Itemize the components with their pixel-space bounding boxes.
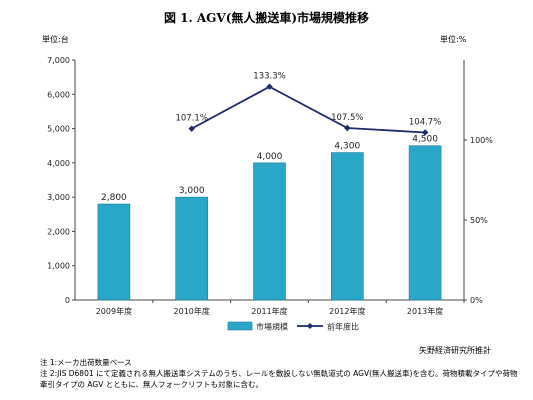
y-right-tick-label: 50% [470, 216, 488, 225]
y-left-tick-label: 3,000 [47, 193, 70, 202]
note-2: 注 2:JIS D6801 にて定義される無人搬送車システムのうち、レールを敷設… [40, 369, 518, 389]
y-right-tick-label: 0% [470, 296, 483, 305]
growth-value-label: 133.3% [253, 72, 285, 82]
y-left-tick-label: 4,000 [47, 159, 70, 168]
x-tick-label: 2009年度 [96, 306, 132, 316]
legend-line-label: 前年度比 [327, 322, 359, 332]
unit-right-label: 単位:% [440, 35, 467, 44]
bar-value-label: 3,000 [179, 186, 205, 196]
x-tick-label: 2013年度 [407, 306, 443, 316]
growth-value-label: 107.5% [331, 113, 363, 123]
bar-value-label: 4,500 [412, 135, 438, 145]
x-tick-label: 2011年度 [251, 306, 287, 316]
bar-value-label: 4,300 [334, 142, 360, 152]
y-right-tick-label: 100% [470, 136, 493, 145]
growth-value-label: 107.1% [175, 114, 207, 124]
x-tick-label: 2012年度 [329, 306, 365, 316]
y-left-tick-label: 6,000 [47, 90, 70, 99]
growth-point [421, 129, 429, 136]
y-left-tick-label: 2,000 [47, 227, 70, 236]
y-left-tick-label: 0 [65, 296, 70, 305]
growth-point [266, 83, 273, 90]
growth-point [344, 124, 351, 132]
x-tick-label: 2010年度 [174, 306, 210, 316]
growth-point [188, 125, 195, 132]
chart-title: 図 1. AGV(無人搬送車)市場規模推移 [163, 11, 370, 25]
bar-4 [330, 152, 364, 301]
bar-value-label: 4,000 [257, 152, 283, 162]
y-left-tick-label: 5,000 [47, 125, 70, 134]
bar-2 [175, 196, 208, 301]
y-left-tick-label: 7,000 [47, 56, 70, 65]
bar-3 [253, 162, 286, 301]
legend-bar-swatch [227, 321, 253, 331]
bar-5 [408, 145, 442, 301]
bar-value-label: 2,800 [101, 193, 127, 203]
growth-line [191, 85, 426, 134]
bar-1 [97, 203, 131, 301]
growth-value-label: 104.7% [409, 117, 441, 127]
legend-bar-label: 市場規模 [256, 322, 288, 332]
note-1: 注 1:メーカ出荷数量ベース [40, 358, 132, 367]
unit-left-label: 単位:台 [42, 35, 69, 44]
source-label: 矢野経済研究所推計 [419, 346, 491, 355]
y-left-tick-label: 1,000 [47, 262, 70, 271]
legend-line-marker [307, 323, 313, 329]
